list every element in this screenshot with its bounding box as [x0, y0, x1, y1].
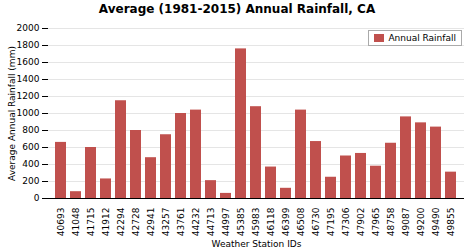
svg-text:41715: 41715	[86, 208, 96, 237]
svg-text:44232: 44232	[191, 208, 201, 237]
svg-text:42294: 42294	[116, 207, 126, 236]
html-text:Average (1981-2015) Annual Rai: Average (1981-2015) Annual Rainfall, CA	[98, 2, 376, 16]
svg-text:45385: 45385	[236, 208, 246, 237]
svg-text:47195: 47195	[326, 208, 336, 237]
svg-text:600: 600	[22, 142, 39, 152]
svg-text:42941: 42941	[146, 208, 156, 237]
svg-text:1200: 1200	[17, 91, 40, 101]
svg-text:40693: 40693	[56, 208, 66, 237]
svg-text:49200: 49200	[416, 207, 426, 236]
svg-text:1800: 1800	[17, 40, 40, 50]
svg-text:49490: 49490	[431, 207, 441, 236]
svg-text:42728: 42728	[131, 207, 141, 236]
svg-text:1600: 1600	[17, 57, 40, 67]
svg-text:45983: 45983	[251, 208, 261, 237]
svg-text:41048: 41048	[71, 207, 81, 236]
svg-text:43257: 43257	[161, 208, 171, 237]
svg-text:49087: 49087	[401, 208, 411, 237]
svg-text:Average Annual Rainfall (mm): Average Annual Rainfall (mm)	[7, 46, 17, 181]
svg-text:0: 0	[34, 193, 40, 203]
svg-text:47965: 47965	[371, 208, 381, 237]
svg-text:Weather Station IDs: Weather Station IDs	[212, 239, 302, 249]
svg-text:2000: 2000	[17, 23, 40, 33]
svg-text:41912: 41912	[101, 208, 111, 237]
svg-text:1000: 1000	[17, 108, 40, 118]
svg-text:47902: 47902	[356, 208, 366, 237]
svg-text:400: 400	[22, 159, 39, 169]
svg-text:47306: 47306	[341, 207, 351, 236]
svg-text:200: 200	[22, 176, 39, 186]
svg-text:44713: 44713	[206, 208, 216, 237]
svg-text:46118: 46118	[266, 207, 276, 236]
svg-text:43761: 43761	[176, 208, 186, 237]
svg-text:46399: 46399	[281, 207, 291, 236]
svg-text:800: 800	[22, 125, 39, 135]
svg-text:49855: 49855	[446, 208, 456, 237]
svg-text:46508: 46508	[296, 207, 306, 236]
svg-text:44997: 44997	[221, 208, 231, 237]
html-text:Annual Rainfall: Annual Rainfall	[388, 33, 456, 43]
svg-text:46730: 46730	[311, 207, 321, 236]
svg-text:48758: 48758	[386, 207, 396, 236]
svg-text:1400: 1400	[17, 74, 40, 84]
